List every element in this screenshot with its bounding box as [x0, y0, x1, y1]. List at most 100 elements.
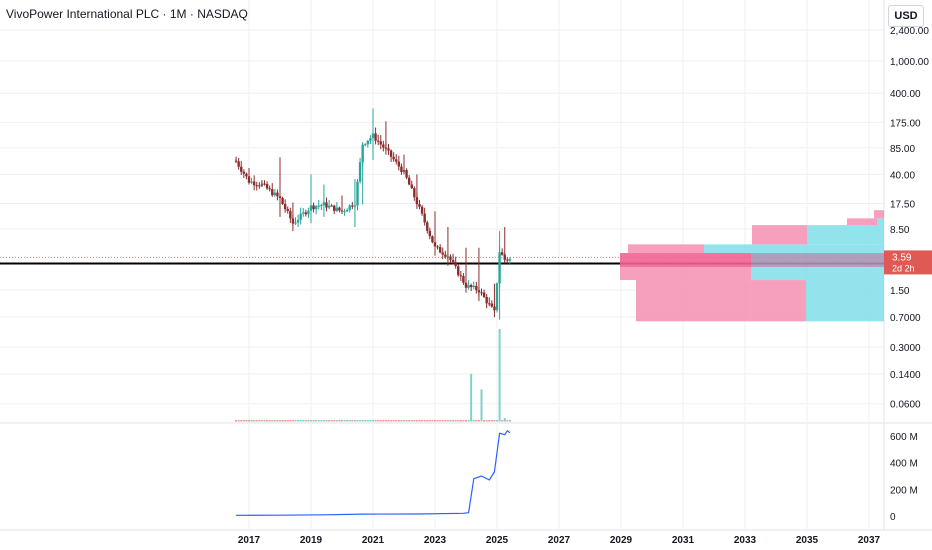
volume-bar [470, 373, 473, 421]
candle-body [508, 259, 512, 261]
candle-body [382, 144, 385, 148]
candle-body [283, 204, 287, 210]
volume-bar [503, 418, 506, 421]
volume-baseline-bar [273, 420, 276, 422]
candle-body [358, 162, 362, 182]
volume-baseline-bar [431, 420, 434, 422]
volume-profile-block [877, 218, 884, 226]
candle-body [413, 188, 416, 198]
volume-baseline-bar [364, 420, 367, 422]
volume-baseline-bar [276, 420, 279, 422]
volume-baseline-bar [291, 420, 294, 422]
volume-baseline-bar [483, 420, 486, 422]
x-tick-label: 2017 [238, 535, 261, 546]
volume-baseline-bar [356, 420, 359, 422]
candle-body [237, 161, 240, 167]
volume-baseline-bar [493, 420, 496, 422]
volume-baseline-bar [297, 420, 300, 422]
x-tick-label: 2037 [858, 535, 881, 546]
volume-baseline-bar [444, 420, 447, 422]
candle-body [320, 205, 323, 207]
volume-baseline-bar [281, 420, 284, 422]
volume-baseline-bar [392, 420, 395, 422]
volume-baseline-bar [446, 420, 449, 422]
volume-baseline-bar [320, 420, 323, 422]
volume-baseline-bar [366, 420, 369, 422]
volume-baseline-bar [400, 420, 403, 422]
candle-body [276, 192, 279, 197]
volume-baseline-bar [467, 420, 470, 422]
y-tick-label: 8.50 [890, 225, 910, 236]
volume-profile-block [704, 244, 884, 254]
y-tick-label: 0.3000 [890, 343, 921, 354]
volume-baseline-bar [490, 420, 493, 422]
volume-baseline-bar [426, 420, 429, 422]
candle-body [250, 181, 253, 183]
y-tick-label: 1,000.00 [890, 57, 929, 68]
volume-baseline-bar [421, 420, 424, 422]
candle-body [431, 236, 434, 243]
volume-baseline-bar [284, 420, 287, 422]
volume-baseline-bar [304, 420, 307, 422]
volume-baseline-bar [415, 420, 418, 422]
candle-body [410, 184, 413, 189]
candle-body [345, 209, 349, 212]
volume-baseline-bar [322, 420, 325, 422]
candle-body [286, 209, 289, 212]
volume-baseline-bar [387, 420, 390, 422]
candle-body [488, 303, 491, 305]
x-tick-label: 2023 [424, 535, 447, 546]
volume-baseline-bar [317, 420, 320, 422]
candle-body [312, 205, 315, 210]
volume-profile-block [751, 253, 884, 281]
candle-body [459, 275, 463, 277]
volume-baseline-bar [268, 420, 271, 422]
candle-body [307, 210, 310, 215]
volume-baseline-bar [439, 420, 442, 422]
candle-body [467, 285, 470, 288]
candle-body [490, 303, 494, 307]
candle-body [438, 247, 442, 253]
volume-baseline-bar [258, 420, 261, 422]
candle-body [263, 183, 266, 185]
volume-baseline-bar [263, 420, 266, 422]
candle-body [472, 285, 475, 288]
candle-body [289, 211, 292, 219]
x-tick-label: 2035 [796, 535, 819, 546]
y-tick-label: 2,400.00 [890, 26, 929, 37]
candle-body [240, 166, 243, 172]
volume-baseline-bar [374, 420, 377, 422]
volume-baseline-bar [242, 420, 245, 422]
y-tick-label: 0.1400 [890, 370, 921, 381]
candle-body [351, 205, 354, 207]
volume-baseline-bar [449, 420, 452, 422]
candle-body [330, 205, 333, 207]
volume-baseline-bar [286, 420, 289, 422]
candle-body [327, 205, 331, 208]
lower-y-tick-label: 600 M [890, 432, 918, 443]
volume-baseline-bar [397, 420, 400, 422]
volume-baseline-bar [307, 420, 310, 422]
candle-body [379, 141, 382, 145]
y-tick-label: 1.50 [890, 286, 910, 297]
y-tick-label: 0.7000 [890, 313, 921, 324]
candle-body [299, 213, 302, 220]
volume-baseline-bar [441, 420, 444, 422]
candle-body [397, 161, 401, 167]
volume-baseline-bar [428, 420, 431, 422]
candle-body [364, 144, 367, 146]
candle-body [271, 189, 274, 196]
volume-baseline-bar [266, 420, 269, 422]
candle-body [480, 292, 483, 294]
y-tick-label: 400.00 [890, 89, 921, 100]
volume-profile-block [620, 253, 751, 281]
candle-body [304, 212, 308, 215]
candle-body [317, 205, 320, 207]
currency-button[interactable]: USD [888, 5, 924, 27]
volume-baseline-bar [390, 420, 393, 422]
symbol-title[interactable]: VivoPower International PLC · 1M · NASDA… [6, 7, 248, 21]
volume-baseline-bar [338, 420, 341, 422]
volume-baseline-bar [359, 420, 362, 422]
